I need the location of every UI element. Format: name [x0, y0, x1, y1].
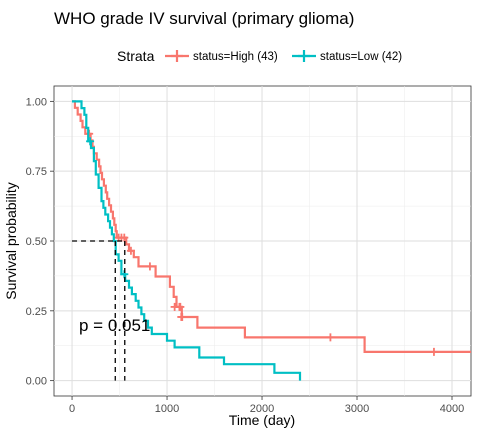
y-tick-label: 1.00: [26, 96, 47, 108]
censor-mark-high: [178, 312, 187, 321]
x-tick-label: 3000: [345, 403, 369, 415]
legend-key-low: [292, 50, 316, 62]
legend-title: Strata: [117, 48, 155, 64]
censor-mark-high: [145, 262, 154, 271]
x-tick-label: 4000: [440, 403, 464, 415]
x-tick-label: 0: [69, 403, 75, 415]
y-tick-label: 0.00: [26, 376, 47, 388]
censor-mark-high: [326, 333, 335, 342]
survival-curve-high: [72, 100, 471, 353]
censor-mark-high: [120, 233, 129, 242]
series-layer: [72, 100, 471, 381]
censor-mark-high: [126, 246, 135, 255]
censor-mark-high: [176, 302, 185, 311]
x-axis-title: Time (day): [229, 412, 295, 428]
legend-label-high: status=High (43): [193, 51, 278, 63]
p-value-annotation: p = 0.051: [79, 316, 150, 335]
x-tick-label: 2000: [250, 403, 274, 415]
legend-label-low: status=Low (42): [320, 51, 402, 63]
legend-key-high: [165, 50, 189, 62]
y-tick-label: 0.75: [26, 166, 47, 178]
axis-ticks: 0 1000 2000 3000 4000 0.00 0.25 0.50 0.75 1.00: [26, 96, 465, 415]
censor-mark-high: [429, 347, 438, 356]
chart-title: WHO grade IV survival (primary glioma): [54, 9, 354, 28]
survival-curve-low: [72, 100, 302, 381]
y-axis-title: Survival probability: [3, 182, 19, 300]
x-tick-label: 1000: [155, 403, 179, 415]
y-tick-label: 0.50: [26, 236, 47, 248]
gridlines: [54, 86, 471, 396]
censor-mark-low: [86, 137, 95, 146]
y-tick-label: 0.25: [26, 306, 47, 318]
legend: Strata status=High (43) status=Low (42): [117, 48, 402, 64]
